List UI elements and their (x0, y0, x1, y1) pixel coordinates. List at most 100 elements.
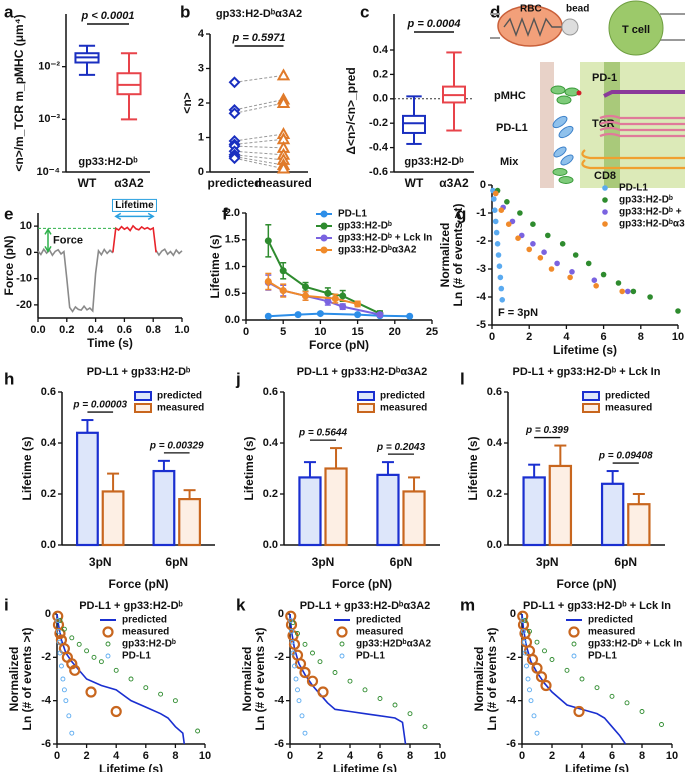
marker (624, 700, 630, 706)
series-line (37, 247, 183, 313)
x-tick-label: 6 (377, 750, 383, 762)
y-axis-label: Δ<n>/<n>_pred (344, 67, 358, 154)
legend-label: measured (122, 627, 169, 638)
marker (279, 287, 287, 295)
y-tick-label: 2.0 (225, 207, 240, 219)
y-tick-label: -0.6 (369, 166, 388, 178)
x-tick-label: 25 (426, 326, 438, 338)
marker (302, 283, 310, 291)
x-tick-label: 6pN (614, 555, 637, 569)
marker (541, 249, 547, 255)
marker (542, 648, 547, 654)
marker (568, 626, 580, 638)
bead (561, 18, 579, 36)
arrow-head (44, 227, 52, 253)
y-axis-label: Ln (# of events >t) (253, 627, 267, 730)
y-tick-label: 0.4 (373, 44, 389, 56)
marker (505, 221, 512, 227)
x-tick-label: 4 (347, 750, 354, 762)
y-tick-label: 2 (198, 97, 204, 109)
marker (594, 685, 600, 691)
marker (521, 628, 526, 634)
marker (522, 618, 528, 623)
marker (302, 292, 310, 300)
pair-connector (234, 145, 284, 149)
x-tick-label: 3pN (312, 555, 335, 569)
chart-title: PD-L1 + gp33:H2-Dᵇ (79, 600, 183, 612)
marker (609, 693, 615, 699)
annotation: gp33:H2-Dᵇ (78, 156, 138, 168)
marker (567, 274, 573, 281)
x-axis-label: Force (pN) (309, 338, 369, 352)
marker (66, 658, 78, 670)
marker (295, 631, 300, 636)
y-axis-label: Normalized (472, 647, 486, 712)
marker (289, 628, 294, 634)
marker (526, 653, 539, 666)
marker (58, 663, 64, 669)
marker (61, 687, 67, 693)
marker (498, 285, 505, 292)
marker (527, 628, 532, 634)
panel-letter: m (460, 595, 475, 614)
bead-label: bead (566, 4, 589, 15)
marker (504, 199, 510, 205)
marker (158, 691, 164, 697)
marker (354, 311, 362, 319)
marker (76, 641, 82, 647)
peptide (576, 90, 582, 96)
marker (675, 308, 681, 314)
x-tick-label: 10 (314, 326, 326, 338)
marker (494, 241, 501, 247)
marker (91, 654, 97, 660)
x-tick-label: α3A2 (439, 176, 469, 190)
marker (105, 653, 111, 659)
tcell (608, 0, 664, 56)
y-axis-label: Ln (# of events >t) (451, 203, 465, 306)
marker (290, 650, 296, 656)
y-tick-label: 0 (45, 608, 51, 620)
marker (61, 626, 67, 632)
y-tick-label: -10 (16, 273, 32, 285)
y-axis-label: <n> (180, 92, 194, 113)
marker (310, 650, 315, 656)
marker (289, 639, 295, 645)
panel-letter: i (4, 595, 9, 614)
bar (402, 490, 426, 547)
tcr-shape (599, 132, 685, 138)
marker (279, 267, 287, 275)
x-tick-label: 3pN (89, 555, 112, 569)
y-tick-label: -4 (274, 695, 285, 707)
marker (302, 730, 308, 736)
box (402, 114, 426, 134)
marker (571, 653, 577, 659)
legend-label: measured (380, 403, 427, 414)
series-line (267, 240, 381, 315)
marker (293, 676, 299, 682)
marker (535, 671, 548, 683)
marker (602, 185, 608, 191)
marker (128, 676, 134, 682)
marker (320, 234, 328, 242)
x-tick-label: 2 (549, 750, 555, 762)
marker (336, 626, 348, 638)
y-tick-label: 3 (198, 62, 204, 74)
marker (288, 638, 301, 650)
chart-title: PD-L1 + gp33:H2-Dᵇα3A2 (300, 600, 431, 612)
y-tick-label: 0 (278, 608, 284, 620)
p-value: p = 0.0004 (407, 18, 461, 30)
y-tick-label: -20 (16, 299, 32, 311)
marker (63, 698, 69, 704)
marker (69, 730, 75, 736)
panel-letter: b (180, 2, 190, 21)
p-value: p = 0.2043 (376, 442, 426, 453)
marker (69, 635, 75, 641)
marker (525, 676, 531, 682)
pair-connector (234, 133, 284, 142)
x-tick-label: 5 (280, 326, 286, 338)
marker (573, 705, 585, 718)
marker (66, 713, 72, 719)
marker (276, 161, 291, 174)
p-value: p < 0.0001 (81, 10, 135, 22)
